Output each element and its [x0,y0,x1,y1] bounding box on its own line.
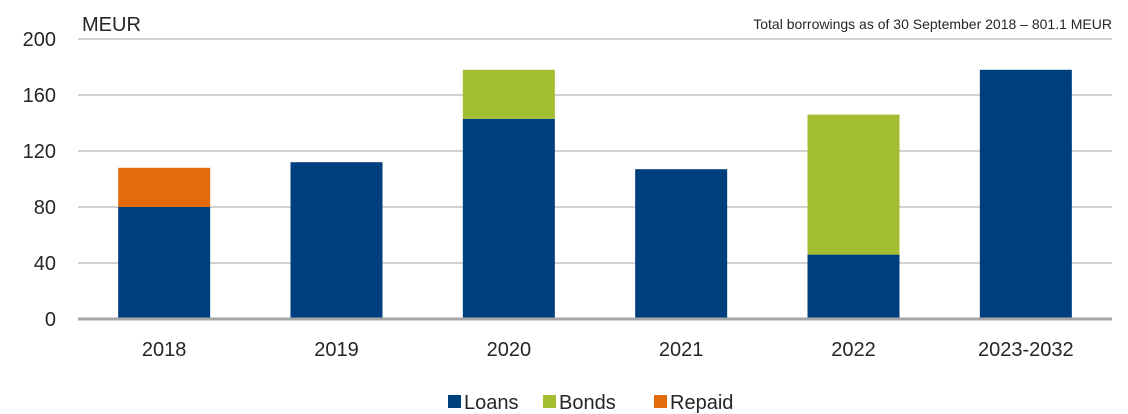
y-tick-label: 200 [23,29,56,51]
x-tick-label: 2023-2032 [978,339,1074,361]
x-tick-label: 2021 [659,339,704,361]
x-tick-label: 2019 [314,339,359,361]
legend-swatch-loans [448,395,461,408]
legend-swatch-repaid [654,395,667,408]
legend: Loans Bonds Repaid [448,392,733,414]
bar-loans-2019 [290,162,383,319]
bars [118,69,1072,319]
bar-loans-2021 [635,169,728,319]
y-tick-label: 120 [23,141,56,163]
bar-bonds-2022 [807,114,900,255]
legend-label-repaid: Repaid [670,392,733,414]
y-tick-label: 0 [45,309,56,331]
x-tick-label: 2018 [142,339,187,361]
legend-label-bonds: Bonds [559,392,616,414]
bar-loans-2020 [462,118,555,319]
bar-bonds-2020 [462,69,555,119]
legend-swatch-bonds [543,395,556,408]
bar-loans-2018 [118,207,211,319]
bar-repaid-2018 [118,167,211,207]
unit-label: MEUR [82,14,141,36]
y-tick-label: 80 [34,197,56,219]
bar-loans-2023-2032 [979,69,1072,319]
x-tick-label: 2020 [487,339,532,361]
gridlines [78,38,1112,264]
bar-loans-2022 [807,254,900,319]
legend-label-loans: Loans [464,392,519,414]
y-axis-tick-labels: 0 40 80 120 160 200 [23,29,56,331]
y-tick-label: 40 [34,253,56,275]
y-tick-label: 160 [23,85,56,107]
x-axis-tick-labels: 2018 2019 2020 2021 2022 2023-2032 [142,339,1074,361]
x-tick-label: 2022 [831,339,876,361]
chart-subtitle: Total borrowings as of 30 September 2018… [753,16,1112,32]
